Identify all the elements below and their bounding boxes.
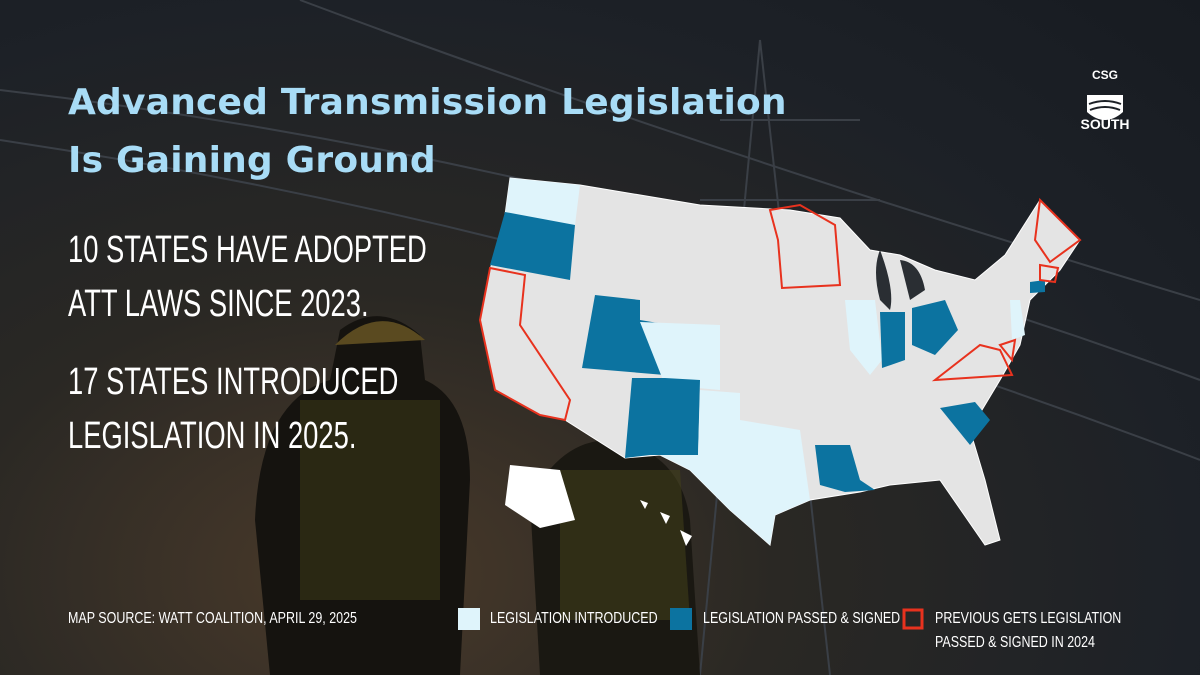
legend-label: PREVIOUS GETS LEGISLATION xyxy=(935,610,1122,627)
source: MAP SOURCE: WATT COALITION, APRIL 29, 20… xyxy=(68,610,357,627)
logo-text: SOUTH xyxy=(1080,116,1130,132)
legend-swatch xyxy=(458,608,480,630)
statement: LEGISLATION IN 2025. xyxy=(68,415,357,457)
logo-text: CSG xyxy=(1092,68,1119,82)
statement: 10 STATES HAVE ADOPTED xyxy=(68,229,427,271)
title: Advanced Transmission Legislation xyxy=(68,82,787,123)
title: Is Gaining Ground xyxy=(68,140,436,181)
logo-mark xyxy=(1087,95,1123,120)
legend-label: LEGISLATION PASSED & SIGNED xyxy=(703,610,901,627)
statement: 17 STATES INTRODUCED xyxy=(68,361,399,403)
legend-swatch xyxy=(670,608,692,630)
worker-silhouettes xyxy=(255,316,700,675)
us-map xyxy=(478,177,1082,546)
statement: ATT LAWS SINCE 2023. xyxy=(68,283,369,325)
legend-label: PASSED & SIGNED IN 2024 xyxy=(935,634,1095,651)
legend-swatch xyxy=(902,608,924,630)
legend-label: LEGISLATION INTRODUCED xyxy=(490,610,658,627)
